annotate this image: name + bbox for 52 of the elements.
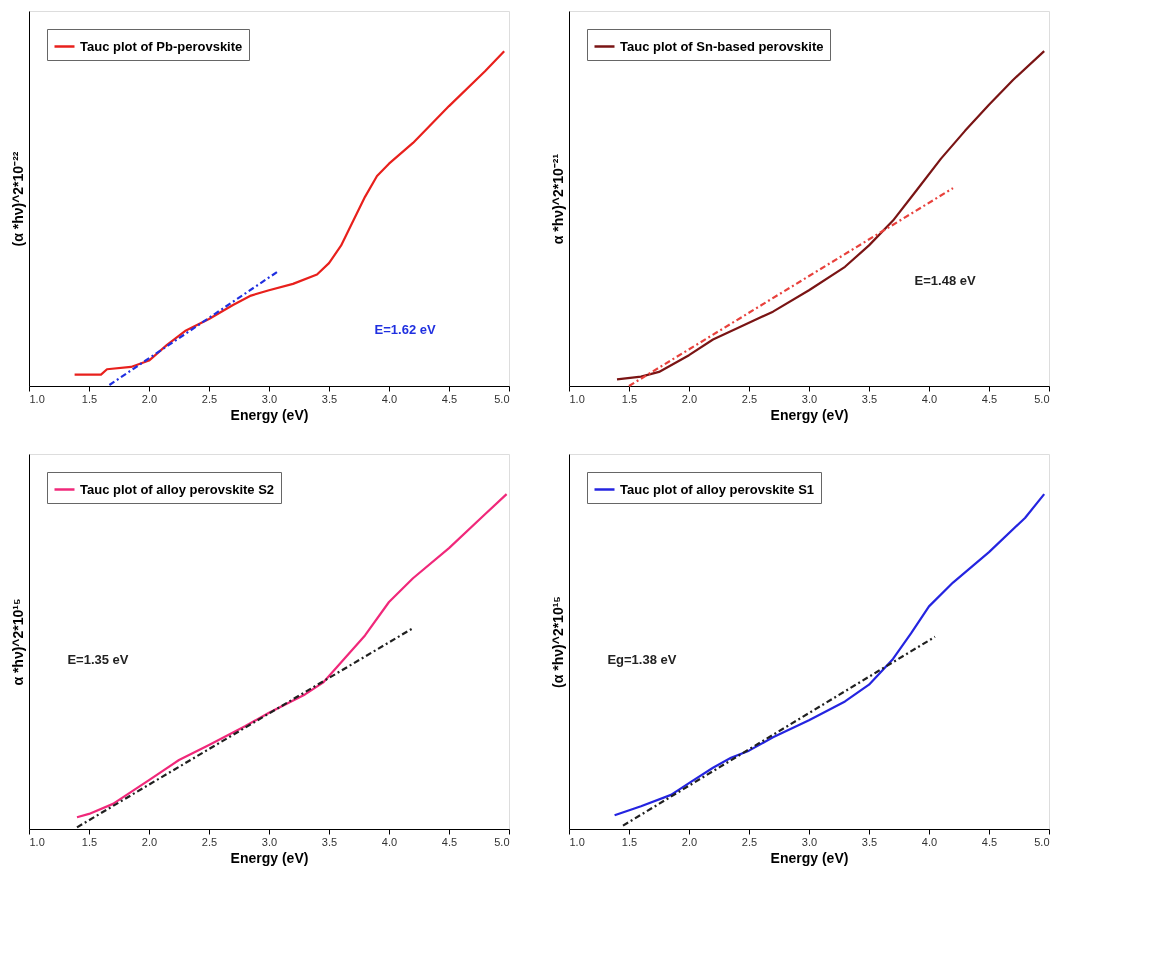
x-tick-label: 2.5 (201, 835, 218, 848)
x-tick-label: 5.0 (1034, 835, 1050, 848)
annotation: E=1.35 eV (67, 652, 129, 668)
x-tick-label: 1.5 (621, 392, 638, 405)
x-tick-label: 1.5 (621, 835, 638, 848)
x-tick-label: 2.0 (681, 835, 698, 848)
x-tick-label: 1.0 (29, 392, 45, 405)
x-tick-label: 4.0 (381, 392, 398, 405)
legend-label: Tauc plot of Sn-based perovskite (620, 38, 824, 54)
y-axis-title: α *hν)^2*10⁻²¹ (549, 153, 566, 245)
x-tick-label: 2.0 (141, 835, 158, 848)
legend-label: Tauc plot of alloy perovskite S2 (80, 481, 275, 497)
x-tick-label: 4.0 (921, 392, 938, 405)
x-tick-label: 1.0 (569, 392, 585, 405)
x-tick-label: 4.5 (441, 835, 458, 848)
x-axis-title: Energy (eV) (230, 406, 309, 423)
x-tick-label: 1.0 (29, 835, 45, 848)
x-tick-label: 3.5 (861, 392, 878, 405)
y-axis-title: (α *hν)^2*10¹⁵ (549, 596, 566, 688)
x-tick-label: 1.0 (569, 835, 585, 848)
x-tick-label: 2.0 (141, 392, 158, 405)
legend-label: Tauc plot of alloy perovskite S1 (620, 481, 815, 497)
y-axis-title: (α *hν)^2*10⁻²² (9, 151, 26, 247)
x-tick-label: 4.0 (921, 835, 938, 848)
x-tick-label: 5.0 (494, 835, 510, 848)
x-tick-label: 4.5 (441, 392, 458, 405)
x-tick-label: 2.5 (741, 392, 758, 405)
x-tick-label: 3.5 (861, 835, 878, 848)
x-tick-label: 3.5 (321, 392, 338, 405)
x-axis-title: Energy (eV) (770, 849, 849, 866)
x-tick-label: 3.0 (261, 835, 278, 848)
x-tick-label: 3.0 (261, 392, 278, 405)
x-tick-label: 2.5 (741, 835, 758, 848)
annotation: E=1.62 eV (374, 321, 437, 337)
annotation: E=1.48 eV (914, 273, 977, 288)
x-tick-label: 5.0 (494, 392, 510, 405)
x-tick-label: 3.0 (801, 835, 818, 848)
x-tick-label: 3.0 (801, 392, 818, 405)
x-tick-label: 3.5 (321, 835, 338, 848)
x-tick-label: 5.0 (1034, 392, 1050, 405)
x-tick-label: 2.5 (201, 392, 218, 405)
x-tick-label: 4.5 (981, 835, 998, 848)
x-tick-label: 2.0 (681, 392, 698, 405)
x-tick-label: 1.5 (81, 835, 98, 848)
annotation: Eg=1.38 eV (607, 652, 677, 668)
legend-label: Tauc plot of Pb-perovskite (80, 38, 243, 54)
x-tick-label: 4.0 (381, 835, 398, 848)
x-tick-label: 1.5 (81, 392, 98, 405)
x-axis-title: Energy (eV) (230, 849, 309, 866)
x-tick-label: 4.5 (981, 392, 998, 405)
x-axis-title: Energy (eV) (770, 406, 849, 423)
y-axis-title: α *hν)^2*10¹⁵ (9, 598, 26, 686)
